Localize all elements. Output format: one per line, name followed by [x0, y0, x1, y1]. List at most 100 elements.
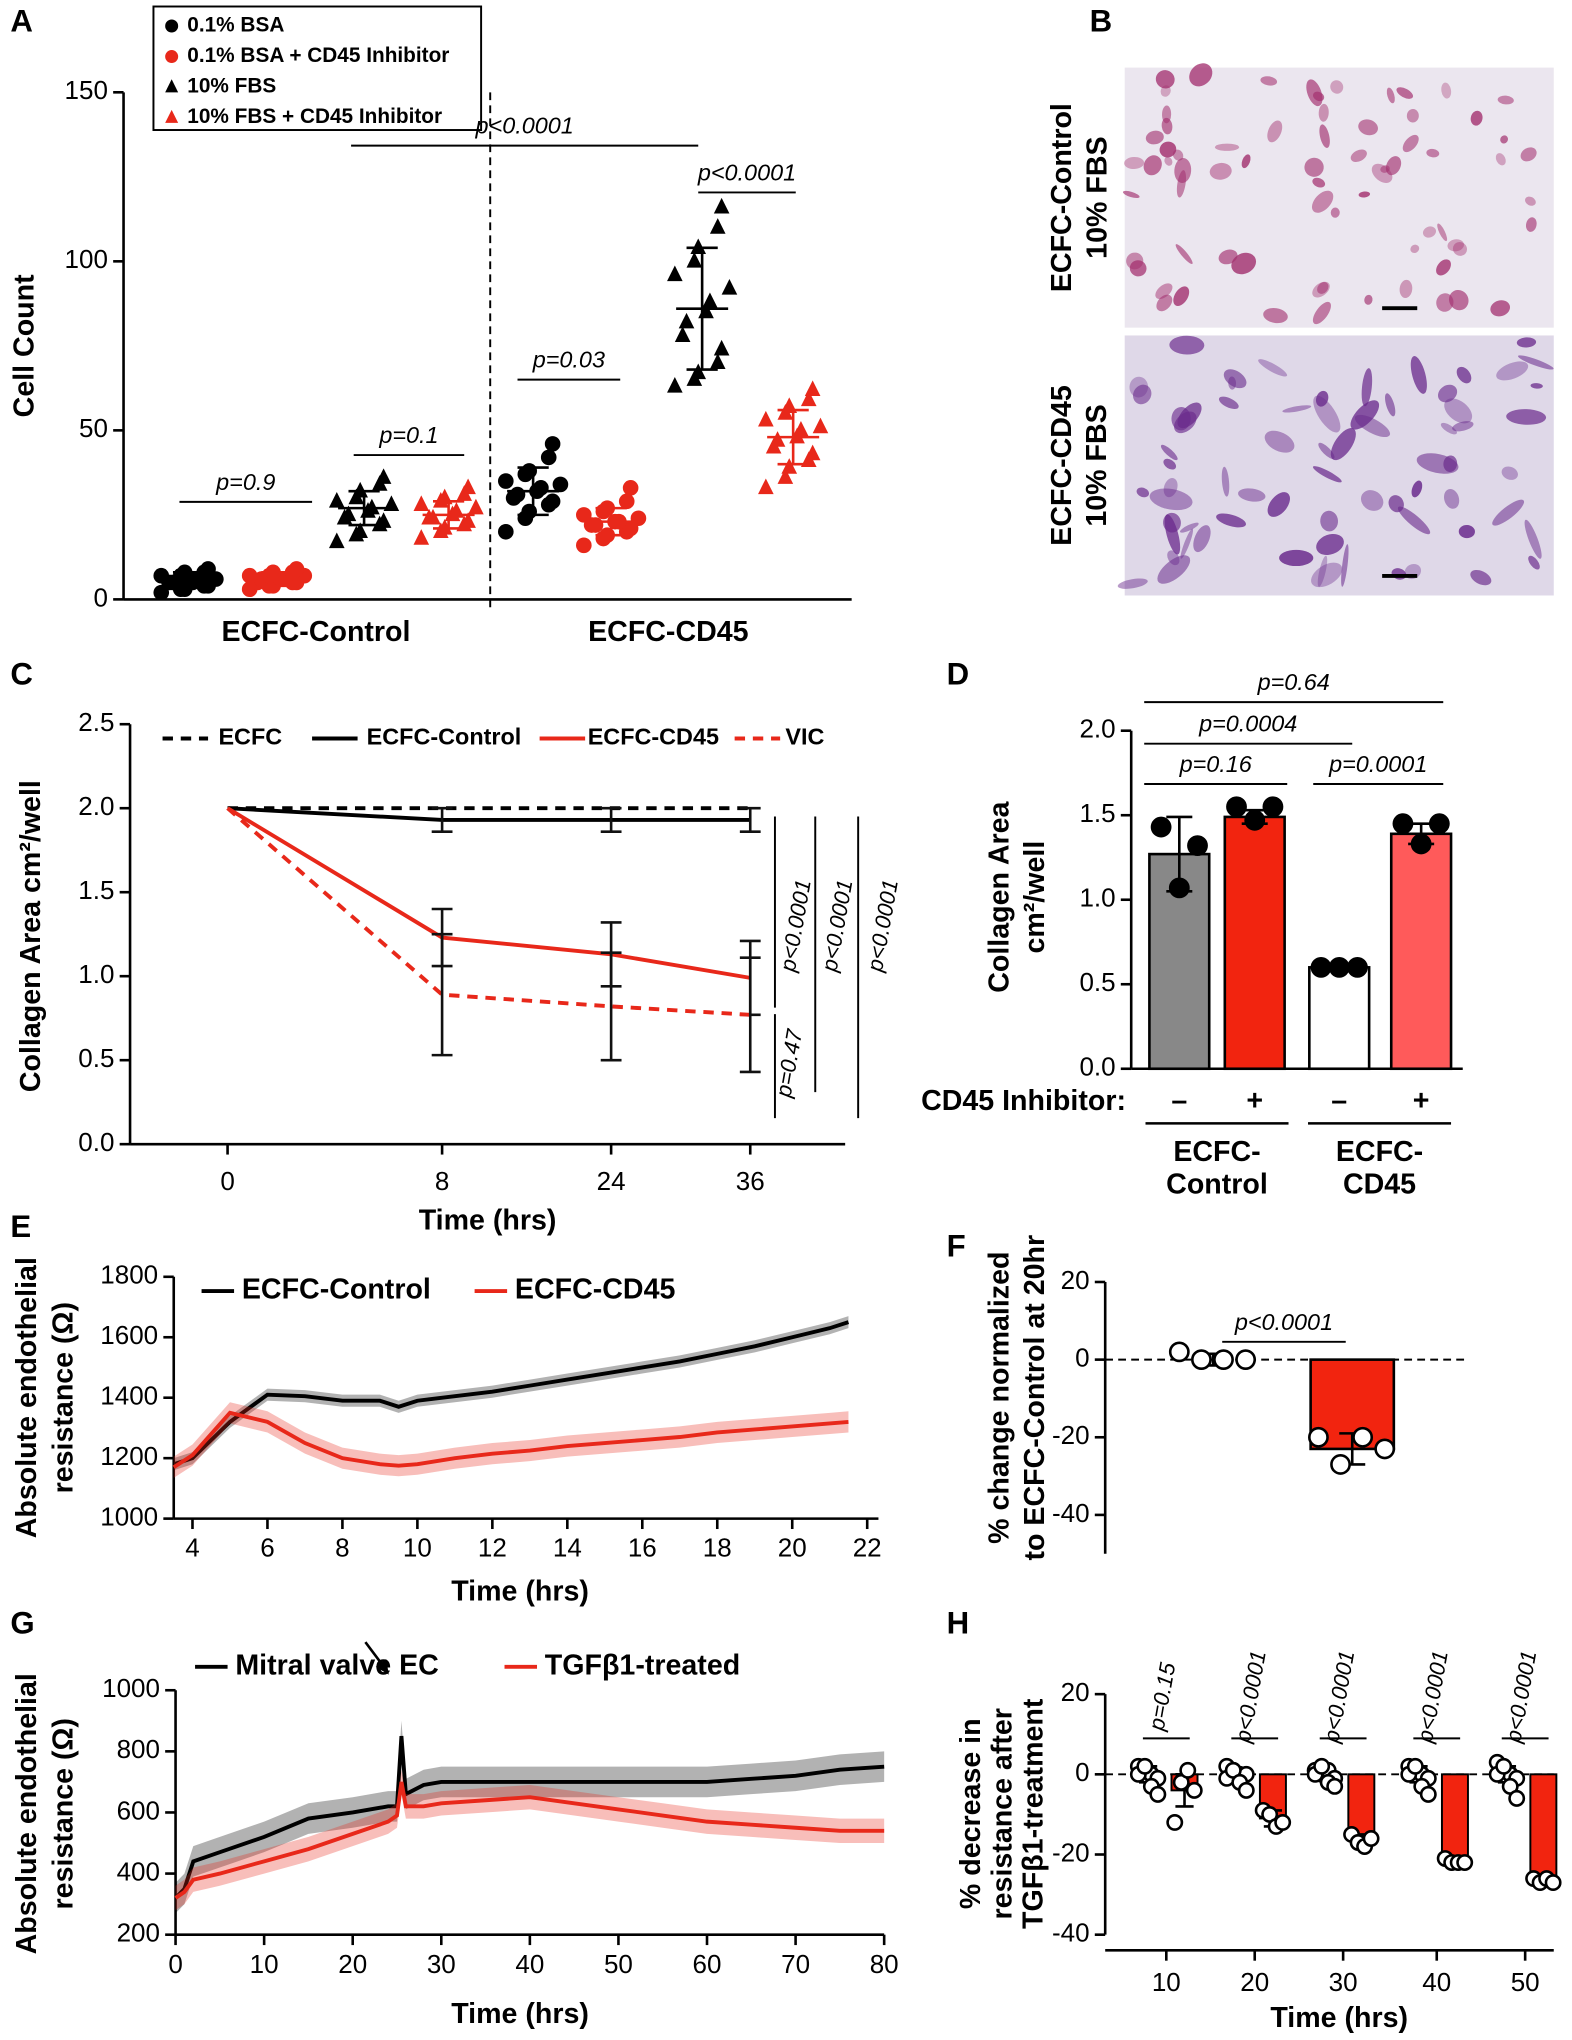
micrograph-cell: [1312, 177, 1326, 188]
micrograph-cell: [1209, 162, 1232, 180]
error-band: [173, 1402, 849, 1478]
micrograph-cell: [1416, 453, 1459, 474]
data-point: [1347, 956, 1368, 978]
error-band: [173, 1316, 849, 1471]
micrograph-cell: [1180, 528, 1194, 559]
micrograph-cell: [1133, 384, 1152, 405]
data-point: [460, 478, 476, 495]
data-point: [165, 109, 179, 123]
x-tick-label: +: [1413, 1085, 1430, 1117]
data-point: [777, 468, 794, 484]
micrograph: [1124, 335, 1554, 596]
y-tick-label: 1200: [100, 1441, 158, 1471]
micrograph-cell: [1304, 157, 1324, 177]
legend-label: ECFC: [218, 724, 282, 750]
micrograph-cell: [1470, 569, 1492, 586]
x-tick-label: 20: [778, 1533, 807, 1563]
data-point: [1310, 956, 1332, 978]
y-tick-label: 0: [1075, 1343, 1089, 1373]
data-point: [364, 498, 380, 515]
y-axis-label: resistance (Ω): [48, 1302, 80, 1493]
micrograph-cell: [1528, 555, 1540, 570]
x-tick-label: 30: [1329, 1967, 1358, 1997]
data-point: [552, 476, 569, 493]
micrograph-cell: [1470, 110, 1483, 126]
data-point: [1168, 877, 1190, 899]
micrograph-cell: [1216, 513, 1246, 528]
p-value: p=0.1: [378, 422, 438, 448]
y-axis-label: Absolute endothelial: [11, 1257, 43, 1538]
line-series: [226, 806, 751, 980]
y-tick-label: 800: [117, 1734, 160, 1764]
micrograph-cell: [1143, 155, 1162, 176]
data-point: [1213, 1349, 1234, 1371]
group-label: CD45: [1343, 1168, 1416, 1200]
bar: [1440, 1773, 1469, 1860]
micrograph-cell: [1317, 282, 1329, 294]
legend-label: ECFC-CD45: [515, 1274, 676, 1306]
data-point: [1168, 1341, 1190, 1363]
group-label: Control: [1166, 1168, 1268, 1200]
data-point: [328, 532, 345, 549]
x-tick-label: 4: [185, 1533, 199, 1563]
data-point: [678, 312, 695, 329]
data-point: [498, 523, 514, 540]
micrograph-cell: [1385, 393, 1396, 417]
micrograph-cell: [1173, 286, 1190, 306]
data-point: [1136, 1757, 1154, 1775]
micrograph-cell: [1436, 293, 1454, 312]
micrograph-cell: [1238, 488, 1266, 502]
micrograph-cell: [1447, 239, 1464, 252]
data-point: [1191, 1349, 1212, 1371]
data-point: [153, 567, 170, 584]
bar: [1223, 815, 1286, 1071]
micrograph-cell: [1320, 510, 1339, 532]
micrograph-cell: [1156, 294, 1173, 312]
micrograph-cell: [1411, 480, 1423, 498]
panel-label: B: [1090, 4, 1113, 39]
y-axis-label: resistance (Ω): [48, 1718, 80, 1909]
micrograph-cell: [1406, 109, 1419, 123]
p-value: p=0.47: [771, 1027, 808, 1100]
data-point: [1274, 1813, 1292, 1831]
line-series: [172, 1410, 849, 1469]
micrograph-cell: [1530, 383, 1543, 389]
group-label: ECFC-: [1173, 1136, 1260, 1168]
y-tick-label: 20: [1061, 1265, 1090, 1295]
data-point: [1313, 1757, 1331, 1775]
micrograph-cell: [1524, 519, 1542, 559]
legend-label: ECFC-CD45: [588, 724, 719, 750]
data-point: [1330, 1454, 1351, 1475]
micrograph-cell: [1312, 466, 1342, 483]
micrograph-cell: [1164, 156, 1173, 166]
panel-label: C: [10, 656, 33, 691]
micrograph-cell: [1279, 549, 1314, 567]
p-value: p<0.0001: [475, 113, 574, 139]
y-axis-label: TGFβ1-treatment: [1018, 1698, 1050, 1929]
y-tick-label: -40: [1052, 1918, 1090, 1948]
x-tick-label: 12: [478, 1533, 507, 1563]
micrograph-cell: [1263, 308, 1288, 324]
data-point: [1456, 1854, 1474, 1871]
micrograph-cell: [1316, 533, 1344, 555]
data-point: [758, 410, 774, 427]
micrograph-cell: [1354, 414, 1391, 438]
line-series: [173, 1320, 850, 1467]
p-value: p<0.0001: [1412, 1649, 1453, 1746]
y-axis-label: % decrease in: [955, 1718, 987, 1909]
data-point: [721, 279, 738, 295]
micrograph-cell: [1161, 117, 1173, 135]
data-point: [1226, 796, 1247, 818]
data-point: [781, 458, 798, 474]
legend-label: ECFC-Control: [367, 724, 522, 750]
x-tick-label: 10: [1152, 1967, 1181, 1997]
x-tick-label: 36: [736, 1166, 765, 1196]
micrograph-cell: [1361, 368, 1373, 407]
micrograph-cell: [1497, 95, 1514, 105]
legend-label: VIC: [785, 724, 824, 750]
x-tick-label: 70: [781, 1949, 810, 1979]
y-tick-label: 0: [93, 582, 107, 612]
micrograph-cell: [1360, 490, 1384, 511]
legend-label: 10% FBS + CD45 Inhibitor: [187, 105, 442, 128]
